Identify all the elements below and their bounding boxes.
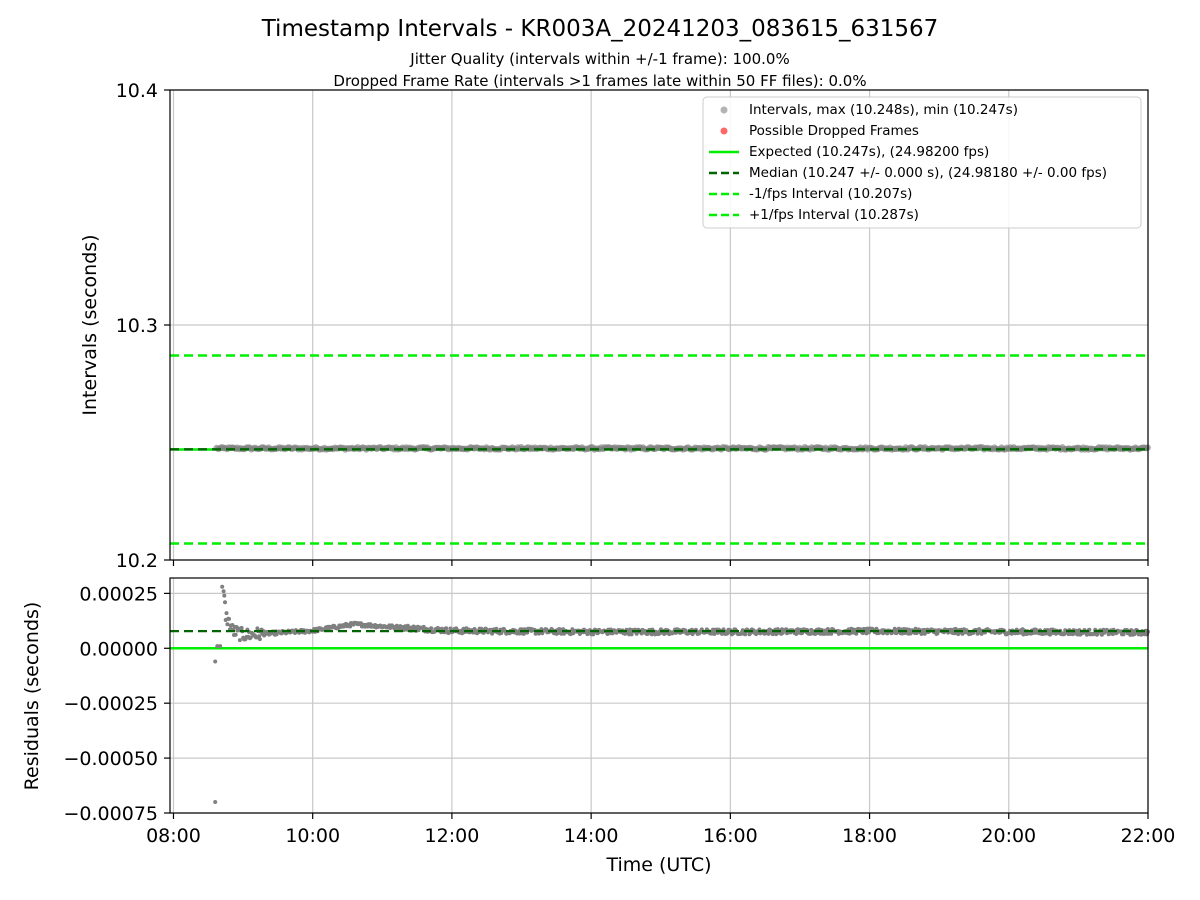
legend-marker-intervals — [720, 106, 728, 114]
legend-label-plus-fps: +1/fps Interval (10.287s) — [749, 207, 919, 223]
residual-point — [429, 626, 434, 631]
residuals-ticks: 08:00 10:00 12:00 14:00 16:00 18:00 20:00 22:00… — [64, 583, 1176, 847]
residual-point — [854, 631, 859, 636]
legend-label-intervals: Intervals, max (10.248s), min (10.247s) — [749, 102, 1018, 118]
residuals-y-tick-label: −0.00075 — [64, 803, 159, 825]
x-tick-label: 16:00 — [703, 825, 758, 847]
residuals-grid — [170, 578, 1149, 814]
residuals-points — [170, 584, 1150, 804]
residuals-axes-frame — [169, 577, 1149, 814]
residual-point — [233, 632, 238, 637]
residual-outlier-point — [213, 659, 218, 664]
intervals-y-tick-label: 10.4 — [116, 80, 158, 102]
residual-point — [629, 632, 634, 637]
x-tick-label: 12:00 — [425, 825, 480, 847]
residual-point — [866, 630, 871, 635]
residual-point — [494, 626, 499, 631]
residual-point — [490, 631, 495, 636]
residual-point — [225, 622, 230, 627]
chart-title: Timestamp Intervals - KR003A_20241203_08… — [261, 16, 939, 42]
residual-point — [237, 638, 242, 643]
x-tick-label: 08:00 — [146, 825, 201, 847]
x-tick-label: 10:00 — [285, 825, 340, 847]
chart-subtitle-dropped: Dropped Frame Rate (intervals >1 frames … — [333, 72, 866, 90]
residual-point — [922, 631, 927, 636]
residual-point — [743, 632, 748, 637]
residuals-y-axis-label: Residuals (seconds) — [21, 602, 43, 791]
legend-label-minus-fps: -1/fps Interval (10.207s) — [749, 186, 912, 202]
legend-label-dropped: Possible Dropped Frames — [749, 123, 919, 139]
residual-point — [479, 626, 484, 631]
intervals-points — [170, 444, 1151, 453]
intervals-y-tick-label: 10.3 — [116, 315, 158, 337]
intervals-y-axis-label: Intervals (seconds) — [79, 234, 101, 415]
residual-outlier-point — [213, 800, 218, 804]
residuals-y-tick-label: −0.00025 — [64, 693, 159, 715]
intervals-ticks: 10.2 10.3 10.4 — [116, 80, 1149, 572]
intervals-panel: 10.2 10.3 10.4 Intervals (seconds) Interva… — [79, 80, 1151, 572]
legend-label-expected: Expected (10.247s), (24.98200 fps) — [749, 144, 989, 160]
x-tick-label: 18:00 — [842, 825, 897, 847]
residual-point — [794, 632, 799, 636]
residual-outlier-point — [222, 593, 227, 598]
x-axis-label: Time (UTC) — [605, 854, 711, 876]
intervals-y-tick-label: 10.2 — [116, 550, 158, 572]
residuals-y-tick-label: 0.00025 — [79, 583, 158, 605]
residuals-y-tick-label: −0.00050 — [64, 748, 159, 770]
legend-label-median: Median (10.247 +/- 0.000 s), (24.98180 +… — [749, 165, 1107, 181]
residual-point — [444, 626, 449, 631]
legend-marker-dropped — [720, 127, 728, 135]
residual-point — [829, 631, 834, 636]
legend: Intervals, max (10.248s), min (10.247s) … — [702, 96, 1142, 229]
residual-outlier-point — [221, 589, 226, 594]
residuals-y-tick-label: 0.00000 — [79, 638, 158, 660]
residual-point — [472, 627, 477, 631]
chart-subtitle-jitter: Jitter Quality (intervals within +/-1 fr… — [409, 50, 789, 68]
residual-point — [227, 616, 231, 621]
residuals-panel: 08:00 10:00 12:00 14:00 16:00 18:00 20:00 22:00… — [21, 577, 1176, 876]
x-tick-label: 22:00 — [1121, 825, 1176, 847]
residual-outlier-point — [215, 644, 220, 649]
residual-point — [1121, 632, 1126, 637]
residual-point — [979, 631, 984, 636]
residual-outlier-point — [218, 644, 223, 649]
residual-point — [224, 611, 229, 616]
residual-outlier-point — [220, 584, 225, 589]
legend-box — [702, 96, 1142, 229]
residual-point — [257, 637, 262, 642]
x-tick-label: 20:00 — [981, 825, 1036, 847]
x-tick-label: 14:00 — [564, 825, 619, 847]
residual-outlier-point — [223, 600, 227, 605]
residual-point — [239, 625, 244, 630]
residual-point — [935, 631, 940, 636]
